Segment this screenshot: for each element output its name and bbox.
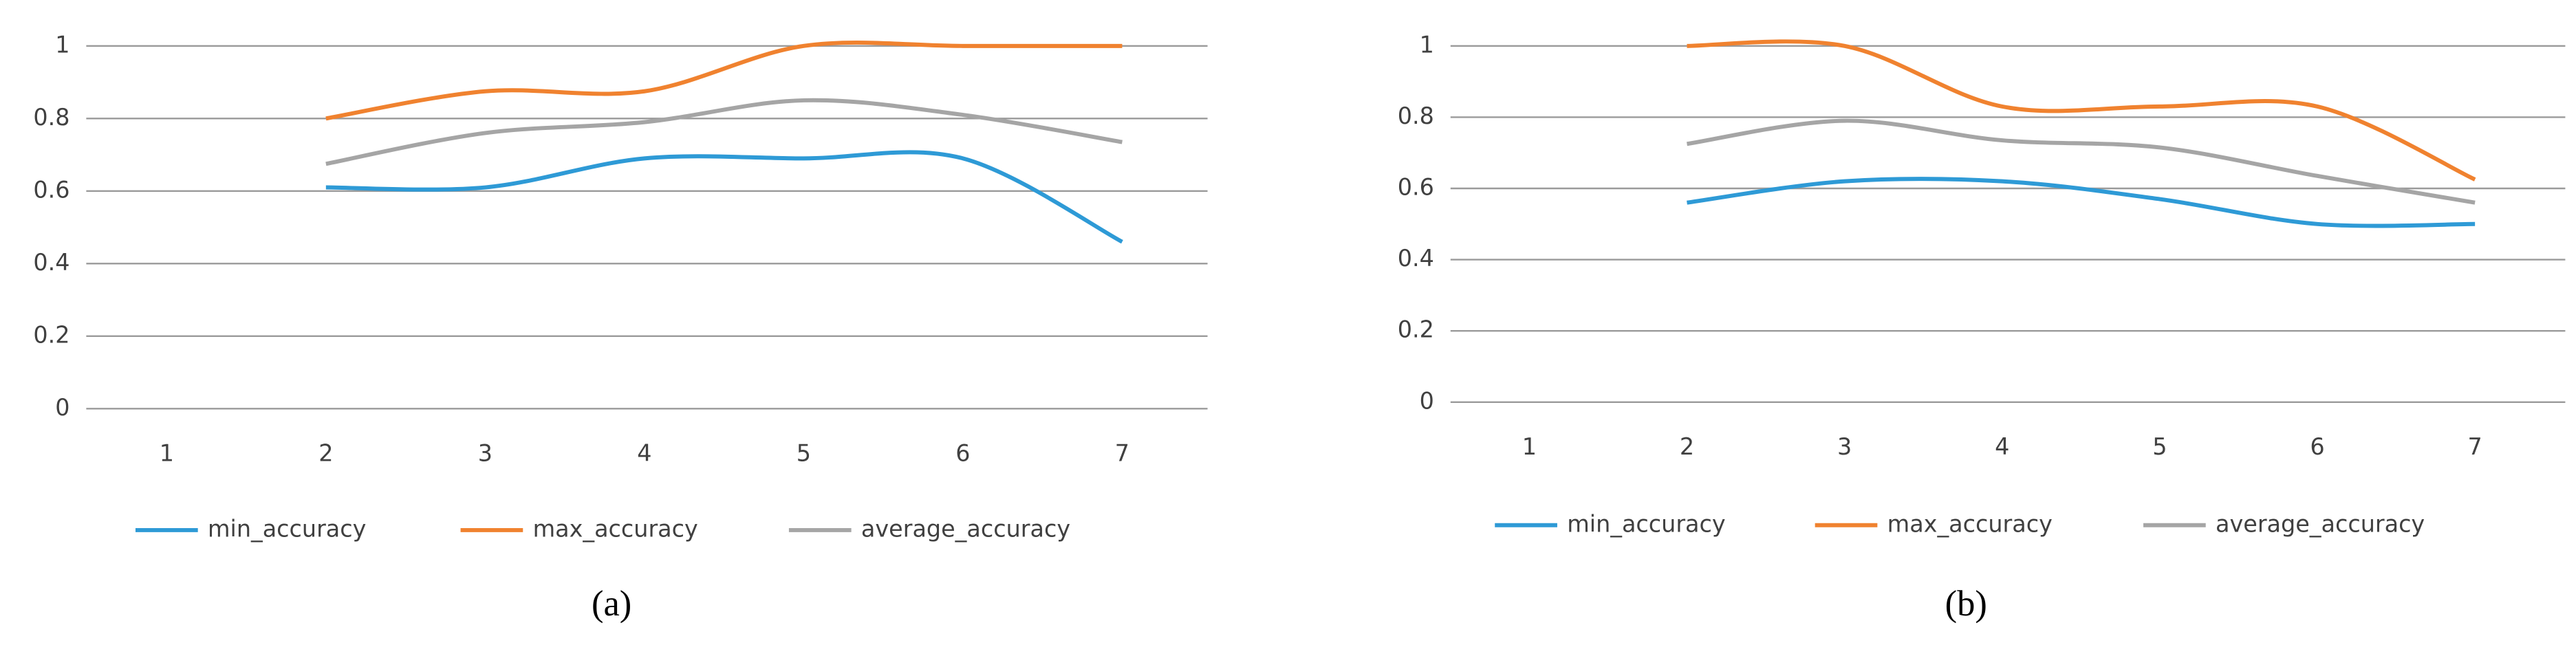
caption: (a): [592, 584, 631, 624]
y-tick-label: 1: [1420, 31, 1434, 58]
legend-label: max_accuracy: [1887, 510, 2053, 537]
legend-label: min_accuracy: [208, 515, 366, 542]
x-tick-label: 2: [1680, 433, 1694, 460]
y-tick-label: 1: [55, 31, 69, 58]
x-tick-label: 1: [160, 440, 174, 467]
x-tick-label: 2: [318, 440, 333, 467]
x-tick-label: 4: [1995, 433, 2009, 460]
x-tick-label: 7: [2468, 433, 2482, 460]
x-tick-label: 7: [1115, 440, 1129, 467]
x-tick-label: 6: [955, 440, 970, 467]
x-tick-label: 1: [1522, 433, 1537, 460]
x-tick-label: 4: [637, 440, 651, 467]
y-tick-label: 0.4: [1398, 245, 1434, 272]
x-tick-label: 3: [478, 440, 493, 467]
series-line: [1687, 39, 2476, 182]
series-line: [325, 150, 1123, 244]
legend-label: min_accuracy: [1567, 510, 1725, 537]
x-tick-label: 5: [797, 440, 811, 467]
y-tick-label: 0.8: [33, 104, 69, 131]
y-tick-label: 0.2: [33, 321, 69, 348]
y-tick-label: 0: [1420, 387, 1434, 414]
y-tick-label: 0: [55, 394, 69, 421]
series-line: [1687, 118, 2476, 205]
series-line: [1687, 177, 2476, 228]
y-tick-label: 0.6: [33, 176, 69, 203]
series-line: [325, 98, 1123, 166]
series-line: [325, 40, 1123, 121]
y-tick-label: 0.8: [1398, 102, 1434, 129]
y-tick-label: 0.4: [33, 249, 69, 276]
y-tick-label: 0.2: [1398, 316, 1434, 343]
y-tick-label: 0.6: [1398, 174, 1434, 201]
x-tick-label: 5: [2152, 433, 2167, 460]
legend-label: max_accuracy: [533, 515, 698, 542]
legend-label: average_accuracy: [2216, 510, 2425, 537]
caption: (b): [1945, 584, 1987, 624]
x-tick-label: 6: [2310, 433, 2324, 460]
x-tick-label: 3: [1837, 433, 1852, 460]
legend-label: average_accuracy: [861, 515, 1070, 542]
